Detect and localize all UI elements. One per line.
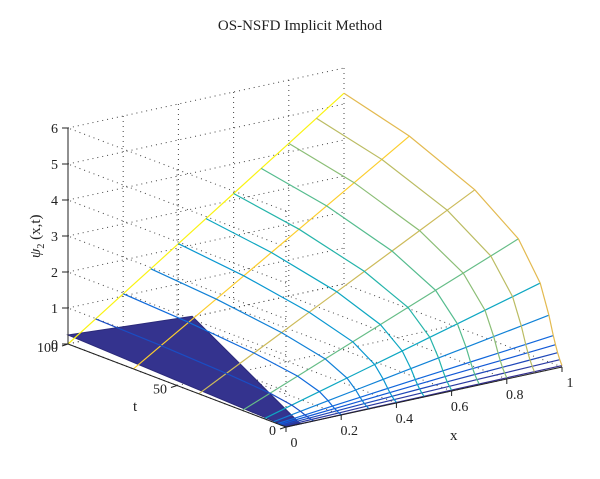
t-axis-label: t — [133, 399, 138, 415]
z-tick-label: 6 — [51, 122, 58, 137]
surface-flat-region — [66, 315, 301, 427]
surface-x-line — [343, 92, 563, 366]
surface-x-line — [260, 167, 480, 385]
surface-x-line — [288, 142, 508, 379]
x-tick-label: 0.4 — [396, 412, 414, 427]
x-tick-label: 0.6 — [451, 400, 469, 415]
grid-line — [67, 283, 345, 345]
t-tick-mark — [279, 426, 287, 430]
x-tick-label: 0 — [291, 436, 298, 451]
grid-line — [67, 103, 345, 165]
z-tick-label: 5 — [51, 158, 58, 173]
x-tick-label: 1 — [567, 376, 574, 391]
grid-line — [67, 67, 345, 129]
x-axis-line — [285, 366, 563, 428]
surface-x-line — [316, 117, 535, 372]
grid-line — [67, 247, 345, 309]
surface-x-line — [150, 268, 370, 410]
x-tick-label: 0.2 — [340, 424, 358, 439]
t-tick-label: 50 — [153, 383, 167, 398]
x-tick-label: 0.8 — [506, 388, 524, 403]
t-tick-mark — [170, 385, 178, 388]
grid-layer — [67, 67, 563, 428]
z-tick-label: 3 — [51, 230, 58, 245]
z-axis-label-psi: ψ — [28, 248, 44, 258]
grid-line — [67, 199, 287, 284]
surface-x-line — [233, 192, 453, 391]
surface-x-line — [205, 218, 425, 397]
z-tick-label: 1 — [51, 302, 58, 317]
z-tick-label: 4 — [51, 194, 58, 209]
surface-x-line — [122, 293, 342, 416]
grid-line — [67, 139, 345, 201]
x-axis-label: x — [450, 428, 458, 444]
t-tick-label: 0 — [269, 424, 276, 439]
grid-line — [176, 325, 454, 386]
grid-line — [67, 211, 345, 273]
z-axis-label: ψ2 (x,t) — [28, 215, 47, 259]
surface-x-line — [178, 243, 397, 403]
z-tick-label: 0 — [51, 338, 58, 353]
grid-line — [67, 235, 287, 320]
surface-x-line — [95, 318, 314, 422]
t-tick-label: 100 — [37, 341, 58, 356]
surface-layer — [66, 92, 563, 428]
grid-line — [67, 175, 345, 237]
z-axis-label-tail: (x,t) — [28, 215, 44, 244]
z-axis-label-sub: 2 — [36, 244, 47, 249]
z-tick-label: 2 — [51, 266, 58, 281]
chart-title: OS-NSFD Implicit Method — [217, 18, 383, 34]
